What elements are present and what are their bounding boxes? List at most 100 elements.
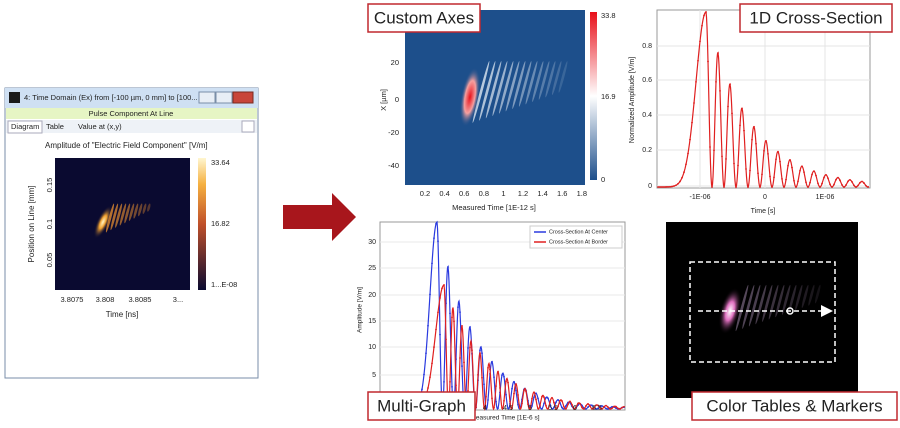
stripe <box>128 203 135 221</box>
stripe <box>512 61 526 110</box>
tab-label: Table <box>46 122 64 131</box>
stripe <box>781 284 791 315</box>
close-button[interactable] <box>232 91 254 104</box>
stripe <box>801 284 809 309</box>
x-axis-label: Measured Time [1E-12 s] <box>452 203 536 212</box>
stripe <box>558 61 568 93</box>
x-tick-label: 3.8085 <box>129 295 152 304</box>
colorbar <box>198 158 206 290</box>
stripe <box>133 203 139 219</box>
y-tick-label: 0.2 <box>642 147 652 154</box>
plot-title: Amplitude of "Electric Field Component" … <box>45 141 208 150</box>
stripe <box>795 284 803 311</box>
stripe <box>518 61 532 107</box>
stripe <box>532 61 544 103</box>
stripe <box>814 284 821 304</box>
x-tick-label: 3.8075 <box>61 295 84 304</box>
panel-label: Multi-Graph <box>377 396 466 415</box>
title-bar <box>5 88 258 108</box>
x-tick-label: 1.8 <box>577 189 587 198</box>
x-tick-label: 1.6 <box>557 189 567 198</box>
x-tick-label: 1.4 <box>537 189 547 198</box>
x-tick-label: -1E-06 <box>689 194 710 201</box>
stripe <box>124 203 131 224</box>
y-tick-label: 0.4 <box>642 112 652 119</box>
stripe <box>147 203 151 212</box>
x-tick-label: 3... <box>173 295 183 304</box>
y-tick-label: 0.1 <box>45 219 54 229</box>
toolbar-label: Pulse Component At Line <box>89 109 174 118</box>
y-tick-label: 10 <box>368 344 376 351</box>
y-tick-label: 0 <box>648 183 652 190</box>
stripe <box>552 61 562 96</box>
colorbar-tick-label: 1...E-08 <box>211 280 237 289</box>
x-tick-label: 0 <box>763 194 767 201</box>
colorbar-tick-label: 33.64 <box>211 158 230 167</box>
stripe <box>808 284 815 306</box>
colorbar-tick-label: 0 <box>601 175 605 184</box>
stripe <box>742 284 755 329</box>
y-tick-label: 5 <box>372 372 376 379</box>
x-tick-label: 0.4 <box>439 189 449 198</box>
stripe <box>788 284 797 313</box>
stripe <box>499 61 514 114</box>
panel-label-box <box>367 3 481 33</box>
plot-area <box>379 221 626 411</box>
x-tick-label: 4.5 <box>503 405 513 412</box>
y-axis-label: Position on Line [mm] <box>27 186 36 263</box>
y-tick-label: 0.15 <box>45 178 54 193</box>
x-tick-label: 0.2 <box>420 189 430 198</box>
colorbar-tick-label: 16.9 <box>601 92 616 101</box>
panel-label: Color Tables & Markers <box>706 396 882 415</box>
y-tick-label: 20 <box>368 292 376 299</box>
app-window <box>4 87 259 379</box>
window-title: 4: Time Domain (Ex) from [-100 µm, 0 mm]… <box>24 93 198 102</box>
maximize-button[interactable] <box>215 91 233 104</box>
stripe <box>505 61 520 112</box>
heatmap-peak <box>459 67 481 127</box>
panel-label-box <box>739 3 893 33</box>
stripe <box>735 284 749 332</box>
x-tick-label: 3.808 <box>96 295 115 304</box>
stripe <box>479 61 496 121</box>
heatmap <box>55 158 190 290</box>
y-tick-label: -20 <box>388 128 399 137</box>
y-tick-label: 20 <box>391 58 399 67</box>
x-tick-label: 4 <box>483 405 487 412</box>
colorbar-tick-label: 16.82 <box>211 219 230 228</box>
y-tick-label: 30 <box>368 239 376 246</box>
heatmap <box>405 10 585 185</box>
stripe <box>538 61 550 100</box>
x-tick-label: 6 <box>573 405 577 412</box>
tab-scroll-button[interactable] <box>241 120 255 133</box>
x-tick-label: 5 <box>528 405 532 412</box>
stripe <box>525 61 538 105</box>
y-tick-label: 0.8 <box>642 43 652 50</box>
panel-label-box <box>367 391 476 421</box>
x-tick-label: 6.5 <box>592 405 602 412</box>
y-tick-label: 0.05 <box>45 253 54 268</box>
stripe <box>492 61 508 116</box>
y-tick-label: 15 <box>368 318 376 325</box>
tab-active[interactable] <box>7 120 43 134</box>
stripe <box>545 61 556 98</box>
flow-arrow <box>283 193 356 241</box>
y-axis-label: X [µm] <box>379 89 388 111</box>
panel-label: 1D Cross-Section <box>749 8 882 27</box>
stripe <box>119 203 127 226</box>
tab-label: Diagram <box>11 122 39 131</box>
x-tick-label: 1 <box>501 189 505 198</box>
stripe <box>142 203 147 214</box>
tab-strip <box>6 120 257 133</box>
legend-label: Cross-Section At Border <box>549 239 608 245</box>
legend <box>529 225 623 249</box>
y-tick-label: -40 <box>388 161 399 170</box>
heatmap-stripes <box>472 61 568 123</box>
minimize-button[interactable] <box>198 91 216 104</box>
curve <box>658 11 870 189</box>
x-tick-label: 0.8 <box>479 189 489 198</box>
region-marker <box>689 261 836 363</box>
heatmap-stripes <box>735 284 821 332</box>
stripe <box>748 284 761 327</box>
